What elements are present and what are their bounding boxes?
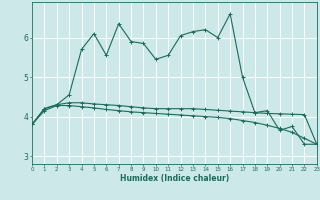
X-axis label: Humidex (Indice chaleur): Humidex (Indice chaleur)	[120, 174, 229, 183]
